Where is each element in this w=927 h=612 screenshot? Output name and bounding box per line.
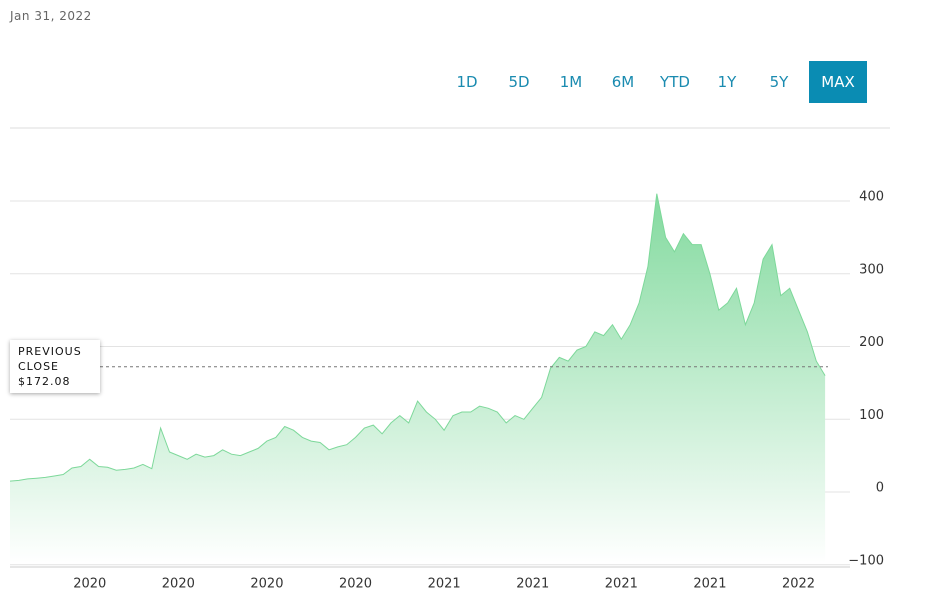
range-buttons: 1D 5D 1M 6M YTD 1Y 5Y MAX bbox=[441, 61, 867, 103]
area-fill bbox=[10, 193, 826, 563]
y-tick-label: 300 bbox=[859, 262, 884, 277]
y-tick-label: 400 bbox=[859, 190, 884, 205]
x-tick-label: 2022 bbox=[782, 577, 815, 592]
x-tick-label: 2020 bbox=[162, 577, 195, 592]
price-line bbox=[9, 193, 826, 482]
x-tick-label: 2021 bbox=[693, 577, 726, 592]
x-tick-label: 2020 bbox=[73, 577, 106, 592]
range-button[interactable]: 1Y bbox=[717, 73, 737, 91]
x-tick-label: 2021 bbox=[605, 577, 638, 592]
date: Jan 31, 2022 bbox=[10, 9, 92, 23]
range-button[interactable]: MAX bbox=[809, 61, 867, 103]
previous-close-value: $172.08 bbox=[18, 374, 71, 388]
y-tick-label: 0 bbox=[876, 481, 884, 496]
x-tick-label: 2021 bbox=[516, 577, 549, 592]
x-tick-label: 2021 bbox=[428, 577, 461, 592]
previous-close-label: PREVIOUS CLOSE bbox=[18, 344, 82, 373]
range-button[interactable]: 6M bbox=[611, 73, 635, 91]
x-tick-label: 2020 bbox=[339, 577, 372, 592]
previous-close-box: PREVIOUS CLOSE $172.08 bbox=[10, 339, 100, 393]
range-button[interactable]: 1D bbox=[456, 73, 478, 91]
y-tick-label: 100 bbox=[859, 408, 884, 423]
range-button[interactable]: 5D bbox=[508, 73, 530, 91]
range-button[interactable]: 5Y bbox=[769, 73, 789, 91]
y-tick-label: −100 bbox=[848, 553, 884, 568]
range-button[interactable]: YTD bbox=[660, 73, 690, 91]
y-tick-label: 200 bbox=[859, 335, 884, 350]
x-tick-label: 2020 bbox=[250, 577, 283, 592]
range-button[interactable]: 1M bbox=[559, 73, 583, 91]
